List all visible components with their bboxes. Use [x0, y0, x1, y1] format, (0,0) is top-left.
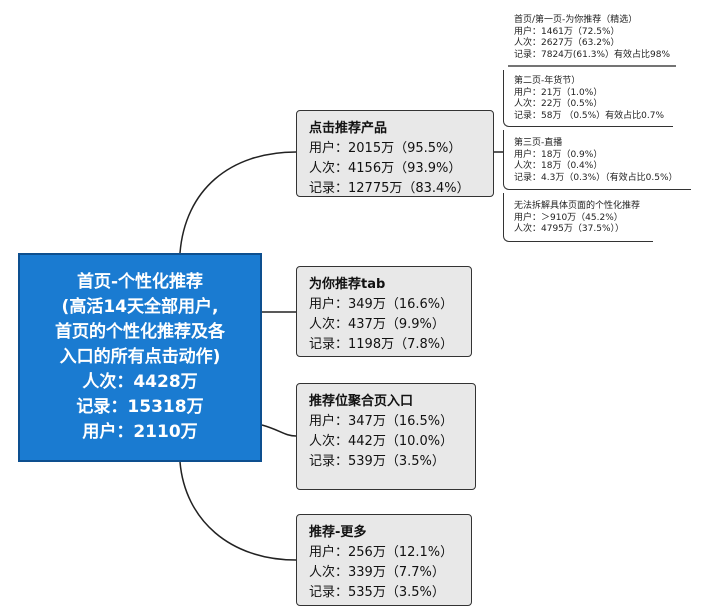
- root-line: 入口的所有点击动作): [59, 347, 221, 367]
- sub-line: 用户：18万（0.9%）: [514, 149, 603, 160]
- node-line: 人次：339万（7.7%）: [309, 565, 445, 580]
- sub-title: 第三页-直播: [514, 138, 563, 148]
- sub-line: 用户：1461万（72.5%）: [514, 26, 620, 37]
- sub-page-3: 第三页-直播 用户：18万（0.9%） 人次：18万（0.4%） 记录：4.3万…: [503, 130, 691, 190]
- sub-line: 人次：22万（0.5%）: [514, 99, 603, 109]
- sub-line: 人次：18万（0.4%）: [514, 161, 603, 171]
- sub-page-2: 第二页-年货节） 用户：21万（1.0%） 人次：22万（0.5%） 记录：58…: [503, 70, 673, 127]
- node-line: 用户：2015万（95.5%）: [309, 141, 462, 156]
- sub-line: 用户：＞910万（45.2%）: [514, 212, 623, 223]
- sub-line: 用户：21万（1.0%）: [514, 87, 603, 98]
- sub-page-1: 首页/第一页-为你推荐（精选） 用户：1461万（72.5%） 人次：2627万…: [504, 12, 679, 65]
- node-line: 记录：12775万（83.4%）: [309, 181, 470, 196]
- node-recommend-more: 推荐-更多 用户：256万（12.1%） 人次：339万（7.7%） 记录：53…: [296, 514, 472, 606]
- root-line: (高活14天全部用户,: [61, 297, 219, 317]
- node-title: 推荐位聚合页入口: [309, 394, 414, 409]
- sub-title: 第二页-年货节）: [514, 76, 581, 86]
- sub-title: 无法拆解具体页面的个性化推荐: [514, 201, 641, 211]
- root-node: 首页-个性化推荐 (高活14天全部用户, 首页的个性化推荐及各 入口的所有点击动…: [18, 253, 262, 462]
- sub-title: 首页/第一页-为你推荐（精选）: [514, 15, 638, 25]
- node-line: 用户：256万（12.1%）: [309, 545, 454, 560]
- node-title: 点击推荐产品: [309, 121, 388, 136]
- node-for-you-tab: 为你推荐tab 用户：349万（16.6%） 人次：437万（9.9%） 记录：…: [296, 266, 472, 357]
- node-title: 为你推荐tab: [309, 277, 386, 292]
- node-line: 人次：442万（10.0%）: [309, 434, 454, 449]
- sub-unattributed: 无法拆解具体页面的个性化推荐 用户：＞910万（45.2%） 人次：4795万（…: [503, 193, 653, 242]
- root-title: 首页-个性化推荐: [76, 272, 204, 292]
- root-line: 首页的个性化推荐及各: [55, 322, 225, 342]
- root-line: 人次：4428万: [82, 372, 198, 392]
- sub-line: 记录：7824万(61.3%）有效占比98%: [514, 49, 671, 60]
- root-line: 记录：15318万: [76, 397, 204, 417]
- node-line: 用户：347万（16.5%）: [309, 414, 454, 429]
- node-line: 记录：535万（3.5%）: [309, 585, 445, 600]
- sub-line: 记录：58万 （0.5%）有效占比0.7%: [514, 110, 665, 121]
- node-click-recommend: 点击推荐产品 用户：2015万（95.5%） 人次：4156万（93.9%） 记…: [296, 110, 494, 197]
- node-line: 记录：1198万（7.8%）: [309, 337, 454, 352]
- node-line: 记录：539万（3.5%）: [309, 454, 445, 469]
- node-line: 用户：349万（16.6%）: [309, 297, 454, 312]
- node-title: 推荐-更多: [309, 525, 367, 540]
- sub-line: 人次：4795万（37.5%））: [514, 224, 624, 234]
- sub-line: 记录：4.3万（0.3%）（有效占比0.5%）: [514, 172, 678, 183]
- node-aggregate-entry: 推荐位聚合页入口 用户：347万（16.5%） 人次：442万（10.0%） 记…: [296, 383, 476, 490]
- node-line: 人次：437万（9.9%）: [309, 317, 445, 332]
- root-line: 用户：2110万: [82, 422, 198, 442]
- node-line: 人次：4156万（93.9%）: [309, 161, 462, 176]
- sub-line: 人次：2627万（63.2%）: [514, 38, 620, 48]
